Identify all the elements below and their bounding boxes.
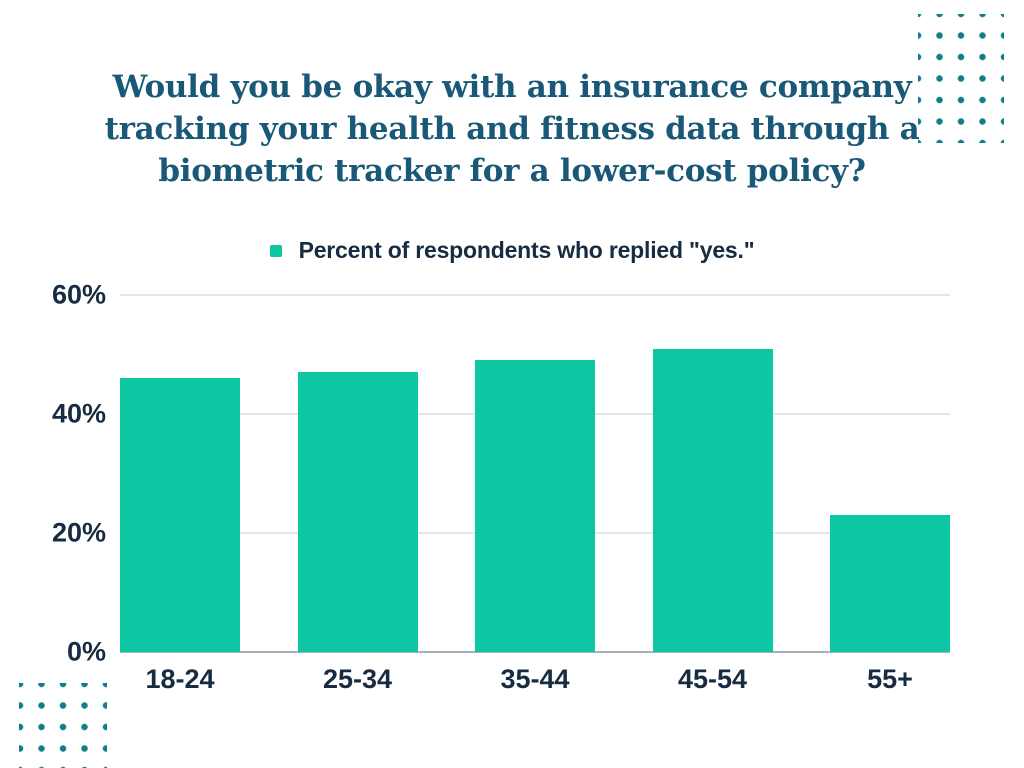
bar-45-54 xyxy=(652,348,773,652)
dot-grid-decoration-top-right xyxy=(918,14,1004,143)
plot-area xyxy=(120,294,950,653)
bar-55+ xyxy=(830,515,950,652)
gridline-60 xyxy=(120,294,950,296)
bar-35-44 xyxy=(475,360,595,652)
chart-title: Would you be okay with an insurance comp… xyxy=(0,66,1024,192)
bar-25-34 xyxy=(297,372,418,652)
legend-marker-square xyxy=(269,244,282,257)
y-axis-tick-label-40: 40% xyxy=(51,398,106,429)
chart-legend: Percent of respondents who replied "yes.… xyxy=(0,237,1024,264)
bar-18-24 xyxy=(120,378,240,652)
x-axis-label-18-24: 18-24 xyxy=(145,664,215,694)
x-axis-baseline xyxy=(120,651,950,653)
y-axis-tick-label-20: 20% xyxy=(51,517,106,548)
x-axis-label-45-54: 45-54 xyxy=(677,664,748,694)
chart-title-line-3: biometric tracker for a lower-cost polic… xyxy=(158,153,866,189)
chart-title-line-1: Would you be okay with an insurance comp… xyxy=(112,69,912,105)
dot-grid-decoration-bottom-left xyxy=(19,683,107,768)
bars-layer xyxy=(120,295,950,652)
y-axis-tick-label-0: 0% xyxy=(66,636,106,667)
y-axis-tick-label-60: 60% xyxy=(51,279,106,310)
x-axis-label-35-44: 35-44 xyxy=(500,664,570,694)
x-axis-label-55+: 55+ xyxy=(867,664,913,694)
y-axis-labels: 60% 40% 20% 0% xyxy=(30,280,106,667)
chart-title-line-2: tracking your health and fitness data th… xyxy=(104,111,920,147)
x-axis-label-25-34: 25-34 xyxy=(322,664,393,694)
legend-label: Percent of respondents who replied "yes.… xyxy=(298,237,755,263)
x-axis-labels: 18-24 25-34 35-44 45-54 55+ xyxy=(120,664,950,695)
